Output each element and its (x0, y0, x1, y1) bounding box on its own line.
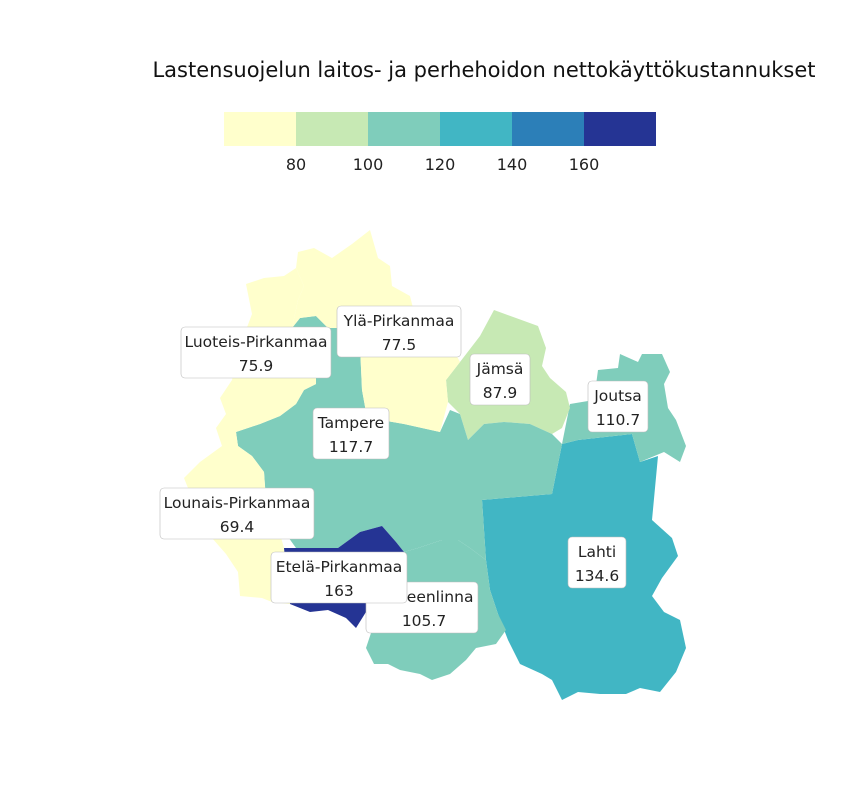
legend-swatch-6 (584, 112, 656, 146)
label-lahti: Lahti 134.6 (567, 536, 627, 589)
region-value: 75.9 (239, 357, 274, 375)
label-etela-pirkanmaa: Etelä-Pirkanmaa 163 (270, 551, 408, 604)
region-name: Jämsä (476, 360, 524, 378)
map-title: Lastensuojelun laitos- ja perhehoidon ne… (152, 58, 815, 82)
region-name: Luoteis-Pirkanmaa (184, 333, 327, 351)
region-value: 69.4 (220, 518, 255, 536)
legend-swatch-2 (296, 112, 368, 146)
region-name: Tampere (317, 414, 384, 432)
color-legend: 80 100 120 140 160 (224, 112, 656, 174)
legend-swatch-5 (512, 112, 584, 146)
legend-tick: 100 (353, 155, 384, 174)
legend-tick: 160 (569, 155, 600, 174)
label-joutsa: Joutsa 110.7 (587, 380, 649, 433)
legend-swatch-3 (368, 112, 440, 146)
region-value: 110.7 (596, 411, 640, 429)
label-lounais-pirkanmaa: Lounais-Pirkanmaa 69.4 (159, 487, 315, 540)
region-value: 163 (324, 582, 354, 600)
label-luoteis-pirkanmaa: Luoteis-Pirkanmaa 75.9 (180, 326, 332, 379)
region-name: Ylä-Pirkanmaa (343, 312, 455, 330)
legend-swatch-4 (440, 112, 512, 146)
region-value: 105.7 (402, 612, 446, 630)
region-value: 134.6 (575, 567, 619, 585)
label-tampere: Tampere 117.7 (312, 407, 390, 460)
legend-tick: 120 (425, 155, 456, 174)
region-value: 87.9 (483, 384, 518, 402)
region-name: Lahti (578, 543, 616, 561)
region-value: 77.5 (382, 336, 417, 354)
label-jamsa: Jämsä 87.9 (469, 353, 531, 406)
region-name: Joutsa (593, 387, 642, 405)
legend-swatch-1 (224, 112, 296, 146)
label-yla-pirkanmaa: Ylä-Pirkanmaa 77.5 (336, 305, 462, 358)
region-name: Lounais-Pirkanmaa (164, 494, 311, 512)
region-value: 117.7 (329, 438, 373, 456)
legend-tick: 80 (286, 155, 306, 174)
region-name: Etelä-Pirkanmaa (276, 558, 403, 576)
legend-tick: 140 (497, 155, 528, 174)
